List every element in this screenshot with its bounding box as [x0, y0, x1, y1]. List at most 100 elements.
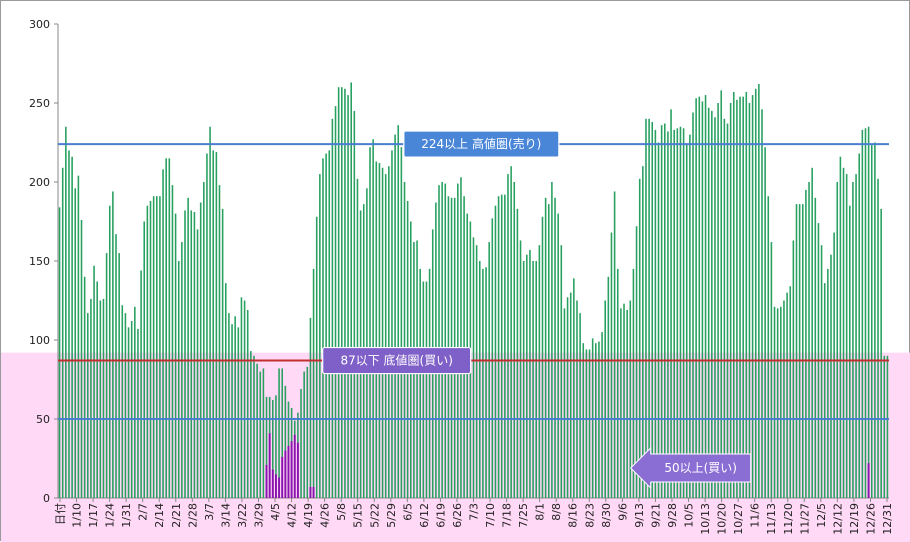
y-tick-label: 300 — [29, 18, 50, 31]
bar-price — [168, 158, 171, 499]
bar-price — [795, 204, 798, 498]
bar-price — [331, 118, 334, 499]
x-tick-label: 12/5 — [815, 503, 828, 528]
x-tick-label: 10/27 — [732, 503, 745, 535]
bar-price — [174, 213, 177, 498]
bar-price — [250, 351, 252, 498]
bar-price — [460, 177, 462, 498]
bar-price — [864, 128, 867, 498]
bar-price — [516, 208, 519, 499]
bar-price — [732, 91, 735, 498]
bar-buy-signal — [281, 456, 284, 498]
bar-price — [670, 109, 672, 498]
bar-price — [322, 158, 324, 499]
bar-price — [303, 371, 305, 498]
bar-price — [748, 103, 751, 498]
bar-price — [855, 174, 857, 498]
bar-price — [278, 368, 280, 498]
y-tick-label: 150 — [29, 255, 50, 268]
bar-price — [149, 200, 152, 498]
bar-price — [315, 216, 318, 498]
bar-price — [842, 167, 845, 498]
bar-price — [341, 87, 343, 498]
bar-price — [350, 82, 352, 499]
x-tick-label: 1/10 — [71, 503, 84, 528]
bar-price — [535, 261, 537, 498]
bar-price — [689, 134, 691, 498]
bar-price — [134, 306, 136, 498]
bar-price — [886, 355, 889, 498]
bar-price — [234, 316, 236, 498]
x-tick-label: 8/1 — [534, 503, 547, 521]
bar-price — [146, 205, 149, 498]
bar-price — [152, 196, 155, 498]
bar-price — [695, 98, 697, 498]
bar-price — [319, 174, 321, 498]
bar-price — [667, 131, 669, 498]
x-tick-label: 11/6 — [749, 503, 762, 528]
bar-price — [635, 226, 638, 499]
bar-price — [526, 254, 528, 498]
bar-buy-signal — [296, 442, 299, 498]
bar-price — [563, 308, 566, 498]
bar-price — [657, 142, 660, 498]
x-tick-label: 9/6 — [616, 503, 629, 521]
bar-price — [720, 90, 723, 499]
bar-price — [441, 182, 443, 498]
bar-price — [500, 194, 503, 498]
bar-price — [758, 84, 760, 498]
x-tick-label: 9/13 — [633, 503, 646, 528]
bar-price — [246, 309, 249, 498]
bar-price — [171, 185, 174, 498]
bar-price — [579, 313, 581, 498]
x-tick-label: 2/21 — [170, 503, 183, 528]
bar-price — [83, 276, 86, 498]
bar-price — [767, 196, 770, 498]
bar-price — [711, 110, 713, 499]
bar-price — [783, 300, 785, 498]
bar-price — [573, 278, 575, 498]
bar-price — [199, 202, 202, 499]
bar-price — [883, 355, 886, 498]
bar-price — [215, 151, 218, 499]
bar-price — [494, 205, 497, 498]
bar-price — [366, 188, 368, 498]
x-tick-label: 日付 — [54, 503, 67, 525]
bar-price — [428, 268, 431, 498]
x-tick-label: 11/20 — [782, 503, 795, 535]
bar-price — [497, 196, 500, 498]
bar-buy-signal — [867, 463, 870, 498]
bar-price — [613, 191, 616, 499]
bar-price — [833, 232, 835, 498]
bar-price — [698, 96, 701, 499]
bar-price — [115, 234, 117, 498]
x-tick-label: 2/28 — [186, 503, 199, 528]
x-tick-label: 4/26 — [319, 503, 332, 528]
bar-price — [425, 281, 428, 498]
bar-price — [419, 268, 421, 498]
bar-price — [845, 174, 848, 498]
x-tick-label: 8/16 — [567, 503, 580, 528]
bar-price — [736, 99, 738, 498]
bar-price — [121, 305, 124, 498]
bar-price — [272, 400, 274, 498]
bar-price — [510, 166, 512, 498]
bar-buy-signal — [265, 464, 268, 498]
bar-price — [751, 95, 754, 498]
y-tick-label: 200 — [29, 176, 50, 189]
bar-price — [159, 196, 161, 498]
bar-price — [422, 281, 425, 498]
x-tick-label: 8/23 — [583, 503, 596, 528]
x-tick-label: 3/14 — [219, 503, 232, 528]
bar-price — [96, 281, 98, 498]
bar-price — [77, 175, 80, 498]
bar-price — [519, 240, 522, 498]
x-tick-label: 11/13 — [765, 503, 778, 535]
bar-price — [156, 196, 158, 498]
x-tick-label: 12/26 — [864, 503, 877, 535]
x-tick-label: 5/8 — [335, 503, 348, 521]
bar-price — [372, 139, 374, 498]
bar-price — [253, 355, 255, 498]
bar-price — [99, 300, 102, 498]
